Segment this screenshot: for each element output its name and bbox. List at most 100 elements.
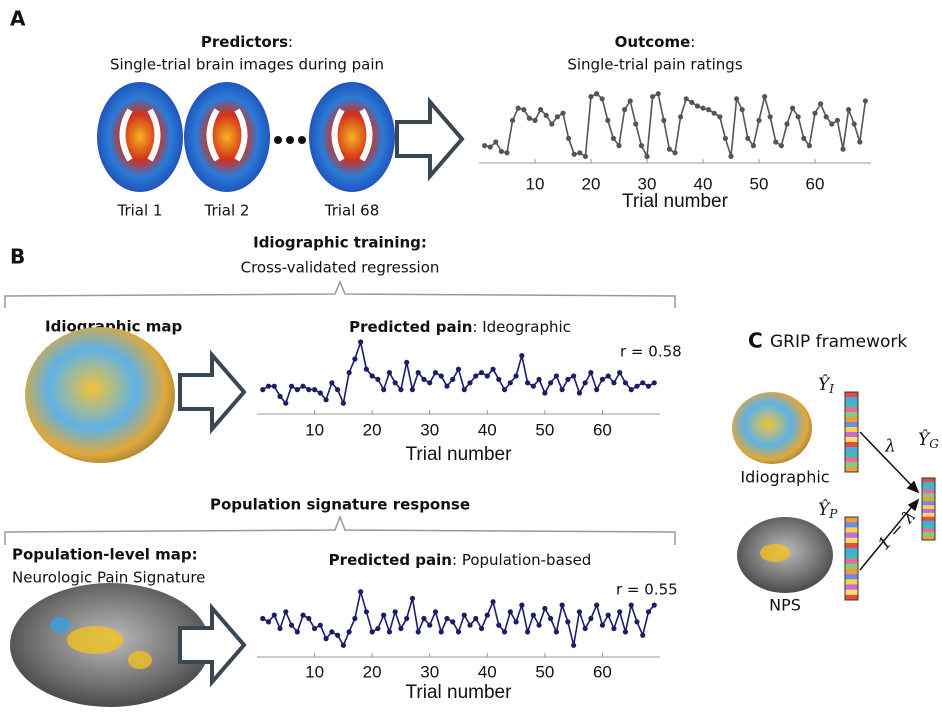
chart-title: Predicted pain: Ideographic (349, 318, 571, 336)
point (634, 619, 640, 625)
point (519, 602, 525, 608)
bar-stripe (922, 497, 935, 502)
point (722, 135, 729, 141)
point (588, 94, 594, 100)
point (536, 376, 542, 382)
point (381, 612, 387, 618)
point (834, 117, 841, 123)
point (628, 387, 634, 393)
point (340, 400, 346, 406)
point (818, 101, 824, 107)
x-tick-label: 50 (535, 420, 554, 439)
x-tick-label: 10 (526, 174, 545, 193)
point (778, 143, 785, 149)
bar-stripe (922, 509, 935, 514)
point (369, 629, 375, 635)
chart-title-text: Predicted pain (349, 318, 472, 336)
point (504, 150, 510, 156)
point (640, 632, 646, 638)
point (588, 370, 594, 376)
point (467, 622, 473, 628)
point (306, 387, 312, 393)
point (427, 380, 433, 386)
point (352, 356, 358, 362)
point (398, 387, 404, 393)
point (461, 612, 467, 618)
point (496, 622, 502, 628)
point (515, 105, 521, 111)
point (683, 96, 689, 102)
brain (10, 583, 210, 707)
point (532, 117, 538, 123)
point (565, 376, 571, 382)
point (638, 143, 645, 149)
chart-title-suffix: : (690, 33, 695, 51)
series-line (262, 591, 655, 648)
bar-stripe (845, 407, 858, 413)
x-tick-label: 10 (305, 662, 324, 681)
bar-stripe (845, 412, 858, 418)
bar-stripe (922, 501, 935, 506)
point (762, 94, 768, 100)
point (507, 609, 513, 615)
map-title: Population-level map: (12, 546, 198, 564)
point (717, 114, 723, 120)
point (543, 112, 549, 118)
training-subtitle: Cross-validated regression (241, 259, 440, 277)
bar-stripe (845, 462, 858, 468)
point (323, 636, 329, 642)
x-tick-label: 20 (363, 420, 382, 439)
point (711, 110, 717, 116)
arrow (178, 349, 247, 435)
point (582, 380, 588, 386)
bar-stripe (845, 574, 858, 580)
point (694, 103, 701, 109)
point (271, 612, 277, 618)
point (288, 622, 295, 628)
point (611, 625, 617, 632)
point (346, 370, 352, 376)
point (617, 370, 623, 376)
bar-stripe (845, 452, 858, 458)
x-tick-label: 40 (478, 662, 497, 681)
symbol: Ŷ (818, 499, 831, 520)
point (363, 366, 369, 372)
point (478, 625, 485, 632)
bar-outline (921, 477, 936, 541)
point (432, 370, 439, 376)
point (444, 383, 450, 389)
point (335, 632, 341, 638)
point (594, 602, 600, 608)
point (767, 114, 773, 120)
annotation: r = 0.58 (620, 343, 682, 361)
bar-stripe (922, 528, 935, 533)
bar-stripe (845, 402, 858, 408)
point (605, 117, 611, 123)
point (566, 135, 572, 141)
point (450, 619, 456, 625)
point (851, 121, 857, 127)
bar-stripe (845, 584, 858, 591)
predictors-title-text: Predictors (201, 33, 288, 51)
point (588, 615, 594, 622)
point (599, 96, 605, 102)
bar-stripe (845, 422, 858, 428)
point (565, 619, 571, 625)
point (524, 380, 531, 386)
brain-label: NPS (769, 596, 801, 615)
point (498, 148, 504, 154)
point (622, 380, 629, 386)
point (294, 387, 300, 393)
point (311, 387, 318, 393)
x-tick-label: 10 (305, 420, 324, 439)
point (455, 366, 462, 372)
point (756, 117, 762, 123)
chart-title: Outcome: (615, 33, 696, 51)
point (294, 629, 300, 635)
chart-title-text: Predicted pain (329, 551, 452, 569)
brain (732, 392, 812, 464)
bar-stripe (845, 589, 858, 596)
point (358, 339, 364, 345)
point (409, 595, 416, 602)
